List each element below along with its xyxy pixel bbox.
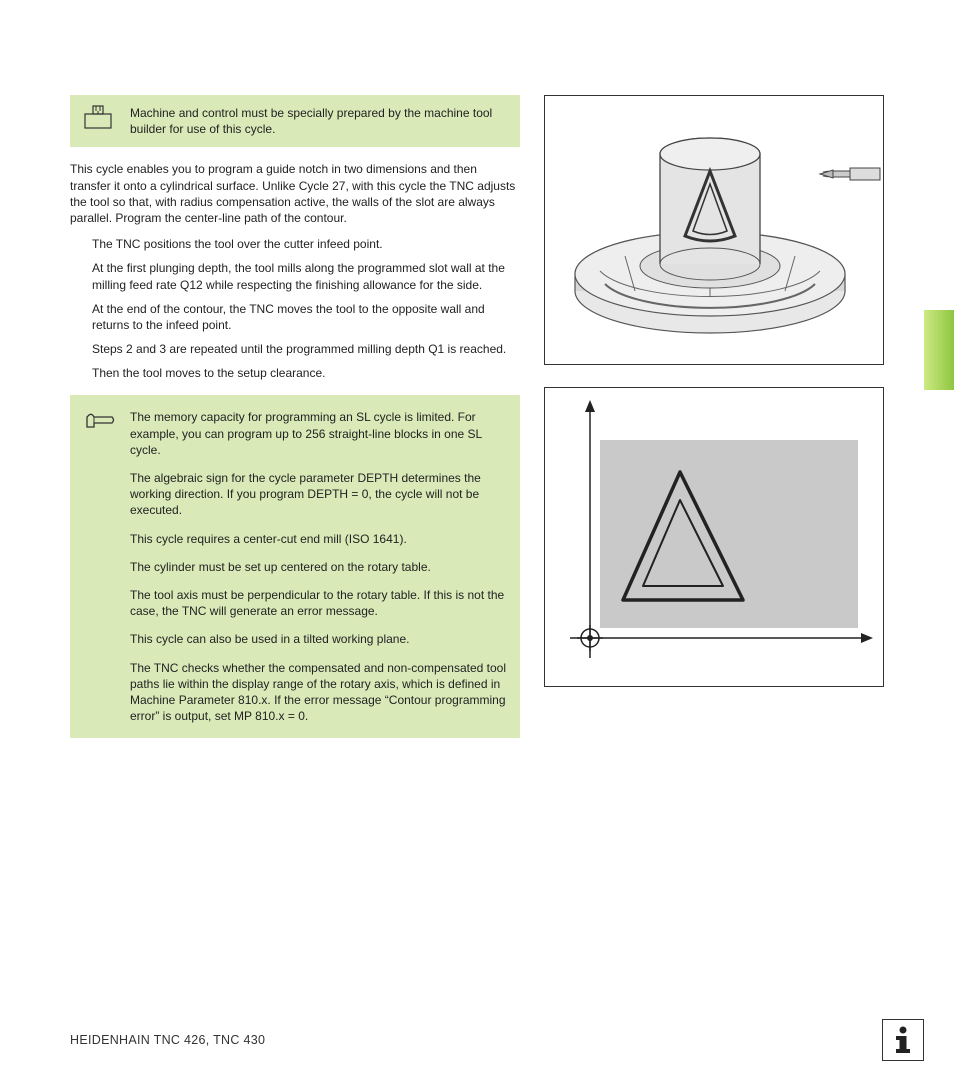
right-column [544,95,884,709]
step-3: At the end of the contour, the TNC moves… [92,301,520,333]
info-icon [882,1019,924,1061]
figure-unrolled [544,387,884,687]
info-box: The memory capacity for programming an S… [70,395,520,738]
left-column: Machine and control must be specially pr… [70,95,520,738]
step-1: The TNC positions the tool over the cutt… [92,236,520,252]
machine-icon [84,105,112,133]
machine-note-text: Machine and control must be specially pr… [130,106,492,136]
intro-paragraph: This cycle enables you to program a guid… [70,161,520,226]
info-p4: The cylinder must be set up centered on … [130,559,506,575]
pointing-hand-icon [84,409,116,435]
figure-cylinder [544,95,884,365]
info-p1: The memory capacity for programming an S… [130,409,506,458]
steps-list: The TNC positions the tool over the cutt… [92,236,520,381]
page-content: Machine and control must be specially pr… [70,95,890,738]
info-p6: This cycle can also be used in a tilted … [130,631,506,647]
info-p5: The tool axis must be perpendicular to t… [130,587,506,619]
step-5: Then the tool moves to the setup clearan… [92,365,520,381]
step-4: Steps 2 and 3 are repeated until the pro… [92,341,520,357]
step-2: At the first plunging depth, the tool mi… [92,260,520,292]
info-p2: The algebraic sign for the cycle paramet… [130,470,506,519]
machine-note-box: Machine and control must be specially pr… [70,95,520,147]
info-p3: This cycle requires a center-cut end mil… [130,531,506,547]
section-tab [924,310,954,390]
info-p7: The TNC checks whether the compensated a… [130,660,506,725]
page-footer: HEIDENHAIN TNC 426, TNC 430 [70,1033,265,1047]
